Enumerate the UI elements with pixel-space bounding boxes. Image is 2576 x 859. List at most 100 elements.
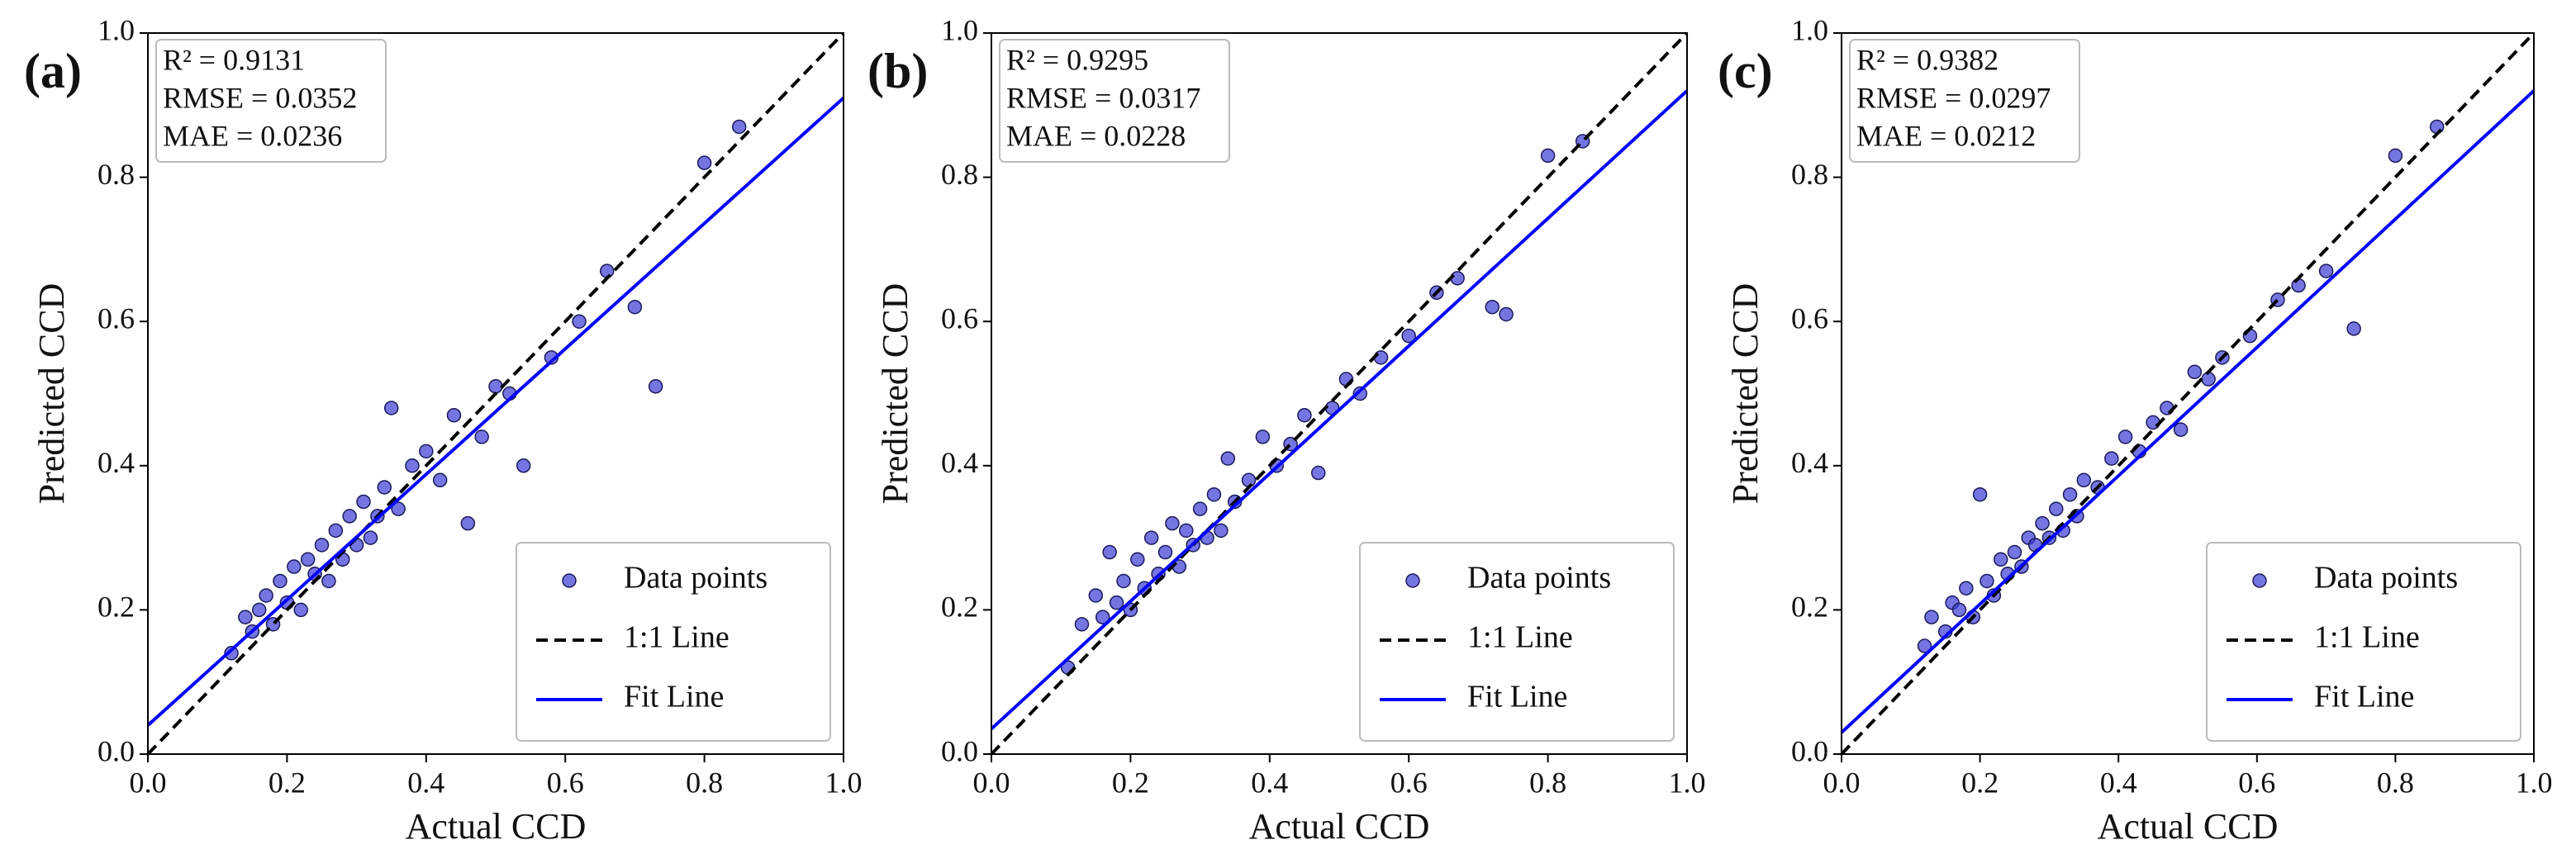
panel: (c) 0.0 0.2 0.4 0.6 0.8 1.0 0.0 0.2 0.4 0.6 0.8 1.0 A… (1718, 13, 2553, 847)
data-point (2117, 430, 2133, 444)
annotation: RMSE = 0.0297 (1856, 81, 2051, 114)
data-point (1241, 472, 1257, 488)
panel-label: (a) (24, 44, 82, 98)
axes-frame (147, 32, 844, 755)
legend-label: 1:1 Line (1467, 620, 1573, 655)
x-tick-label: 0.2 (1112, 766, 1149, 799)
annotation: R² = 0.9382 (1856, 43, 1999, 76)
data-point (2201, 372, 2216, 387)
annotation: MAE = 0.0236 (163, 119, 342, 152)
data-point (1297, 407, 1312, 423)
data-point (1165, 515, 1180, 531)
data-point (1972, 486, 1988, 502)
x-tick-label: 0.0 (130, 766, 167, 799)
legend-box (1359, 542, 1675, 742)
y-tick-label: 0.8 (941, 158, 978, 191)
y-tick-label: 0.2 (941, 591, 978, 624)
data-point (1102, 544, 1117, 560)
data-point (1924, 610, 1939, 624)
data-point (1401, 328, 1416, 344)
y-tick-label: 0.4 (941, 446, 978, 479)
x-tick-label: 0.4 (2100, 766, 2137, 799)
data-point (2076, 472, 2092, 488)
legend-label: Fit Line (2314, 680, 2414, 714)
data-point (419, 444, 434, 459)
data-point (1951, 602, 1967, 618)
data-point (273, 573, 288, 589)
data-point (1993, 552, 2008, 567)
legend-marker (1405, 573, 1420, 588)
line (990, 31, 1689, 756)
data-point (238, 610, 253, 624)
data-point (731, 119, 747, 135)
y-axis-label: Predicted CCD (875, 283, 915, 505)
data-point (648, 379, 663, 394)
data-point (2346, 321, 2361, 336)
y-tick-label: 0.4 (97, 446, 135, 479)
y-tick-label: 0.8 (97, 158, 135, 191)
data-point (1540, 148, 1556, 164)
annotation: MAE = 0.0212 (1856, 119, 2036, 152)
x-axis-label: Actual CCD (406, 806, 587, 847)
data-point (572, 314, 587, 329)
data-point (391, 501, 406, 516)
y-tick-label: 1.0 (1791, 13, 1828, 46)
annotation-box (1849, 39, 2080, 163)
x-axis-label: Actual CCD (1249, 806, 1430, 847)
legend-label: Data points (624, 561, 768, 596)
legend-box (2206, 542, 2521, 742)
panel-label: (b) (867, 44, 928, 98)
legend-label: Fit Line (624, 680, 724, 714)
x-tick-label: 0.0 (1823, 766, 1861, 799)
data-point (405, 458, 420, 473)
data-point (2388, 148, 2403, 164)
annotation: R² = 0.9295 (1006, 43, 1148, 76)
data-point (2035, 515, 2050, 531)
x-tick-label: 0.8 (2377, 766, 2414, 799)
data-point (460, 515, 476, 531)
data-point (1157, 544, 1173, 560)
data-point (383, 401, 399, 415)
legend-box (516, 542, 831, 742)
data-point (1959, 581, 1974, 596)
y-tick-label: 0.8 (1791, 158, 1828, 191)
data-point (599, 263, 615, 278)
data-point (342, 509, 357, 524)
y-tick-label: 0.6 (97, 301, 135, 335)
data-point (321, 573, 336, 589)
y-axis-label: Predicted CCD (1725, 283, 1766, 505)
data-point (314, 538, 330, 553)
data-point (1485, 299, 1499, 315)
data-point (2007, 544, 2022, 560)
annotation-box (999, 39, 1230, 163)
line (146, 97, 845, 727)
data-point (300, 552, 316, 567)
x-tick-label: 1.0 (1669, 766, 1706, 799)
x-tick-label: 0.0 (973, 766, 1010, 799)
data-point (1143, 530, 1159, 545)
data-point (224, 646, 239, 661)
data-point (2049, 501, 2064, 516)
data-point (328, 523, 344, 539)
data-point (1499, 306, 1514, 322)
data-point (1109, 595, 1124, 610)
annotation: MAE = 0.0228 (1006, 119, 1186, 152)
legend-label: Fit Line (1467, 680, 1567, 714)
data-point (627, 299, 643, 315)
y-tick-label: 0.0 (941, 734, 978, 767)
data-point (1130, 552, 1145, 567)
data-point (293, 602, 308, 618)
axes-frame (991, 32, 1688, 755)
line (1840, 89, 2536, 734)
legend-label: Data points (1467, 561, 1611, 596)
x-tick-label: 0.6 (547, 766, 584, 799)
data-point (2318, 263, 2334, 278)
x-tick-label: 0.2 (1961, 766, 1999, 799)
x-tick-label: 0.6 (2238, 766, 2275, 799)
x-tick-label: 0.8 (686, 766, 723, 799)
data-point (1074, 617, 1090, 632)
data-point (1352, 386, 1368, 401)
data-point (363, 530, 378, 545)
data-point (474, 430, 489, 444)
